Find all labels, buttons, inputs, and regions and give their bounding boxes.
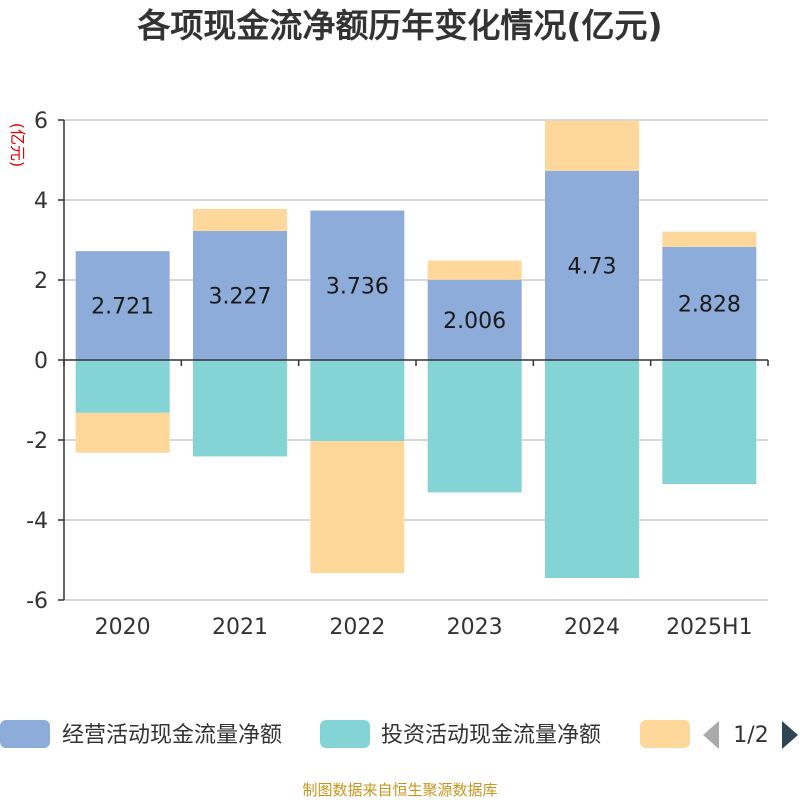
legend-next-page-icon[interactable] xyxy=(782,721,798,749)
y-axis-unit-label: (亿元) xyxy=(8,123,27,168)
bar-2025H1-series-0[interactable] xyxy=(662,246,757,360)
data-label: 4.73 xyxy=(568,254,617,279)
bar-2020-series-0[interactable] xyxy=(75,251,170,360)
grid-lines xyxy=(64,119,768,601)
y-tick-label: 4 xyxy=(34,189,48,214)
chart-title: 各项现金流净额历年变化情况(亿元) xyxy=(136,6,662,45)
legend-label: 投资活动现金流量净额 xyxy=(381,723,601,748)
legend-label: 经营活动现金流量净额 xyxy=(62,723,282,748)
bar-2021-series-2[interactable] xyxy=(193,208,287,231)
legend-page-indicator: 1/2 xyxy=(733,723,768,748)
y-tick-label: -6 xyxy=(26,589,48,614)
x-tick-label: 2021 xyxy=(212,615,268,640)
x-tick-label: 2022 xyxy=(329,615,385,640)
y-tick-label: 6 xyxy=(34,109,48,134)
x-tick-label: 2024 xyxy=(564,615,620,640)
bar-2021-series-0[interactable] xyxy=(193,230,287,360)
bar-2020-series-2[interactable] xyxy=(75,412,170,453)
y-tick-label: 2 xyxy=(34,269,48,294)
bar-2022-series-1[interactable] xyxy=(310,360,405,442)
data-label: 2.828 xyxy=(678,292,741,317)
bars[interactable] xyxy=(75,120,757,578)
bar-2022-series-2[interactable] xyxy=(310,441,405,574)
x-tick-label: 2023 xyxy=(447,615,503,640)
y-tick-label: -4 xyxy=(26,509,48,534)
bar-2025H1-series-2[interactable] xyxy=(662,231,757,247)
bar-2024-series-1[interactable] xyxy=(545,360,639,578)
bar-2023-series-1[interactable] xyxy=(427,360,522,493)
legend-item-series-1[interactable]: 投资活动现金流量净额 xyxy=(320,720,601,748)
legend-swatch xyxy=(0,720,50,748)
legend-item-series-2[interactable] xyxy=(640,720,690,748)
axes: 6 4 2 0 -2 -4 -6 2020 2021 2022 2023 2024 2025H1 xyxy=(26,109,769,640)
legend-swatch xyxy=(320,720,370,748)
data-labels: 2.721 3.227 3.736 2.006 4.73 2.828 xyxy=(91,254,741,333)
data-label: 2.006 xyxy=(443,309,506,334)
legend-item-series-0[interactable]: 经营活动现金流量净额 xyxy=(0,720,282,748)
bar-2025H1-series-1[interactable] xyxy=(662,360,757,484)
legend-swatch xyxy=(640,720,690,748)
x-tick-label: 2020 xyxy=(95,615,151,640)
data-label: 3.227 xyxy=(209,284,272,309)
bar-2023-series-0[interactable] xyxy=(427,279,522,360)
y-tick-label: 0 xyxy=(34,349,48,374)
bar-2021-series-1[interactable] xyxy=(193,360,287,457)
legend-prev-page-icon[interactable] xyxy=(703,721,719,749)
bar-2024-series-2[interactable] xyxy=(545,120,639,171)
data-label: 2.721 xyxy=(91,295,154,320)
x-tick-label: 2025H1 xyxy=(666,615,753,640)
bar-2022-series-0[interactable] xyxy=(310,210,405,360)
legend[interactable]: 经营活动现金流量净额 投资活动现金流量净额 1/2 xyxy=(0,720,798,749)
bar-2023-series-2[interactable] xyxy=(427,260,522,280)
y-tick-label: -2 xyxy=(26,429,48,454)
source-note: 制图数据来自恒生聚源数据库 xyxy=(302,781,497,799)
bar-2020-series-1[interactable] xyxy=(75,360,170,413)
data-label: 3.736 xyxy=(326,274,389,299)
bar-2024-series-0[interactable] xyxy=(545,170,639,360)
